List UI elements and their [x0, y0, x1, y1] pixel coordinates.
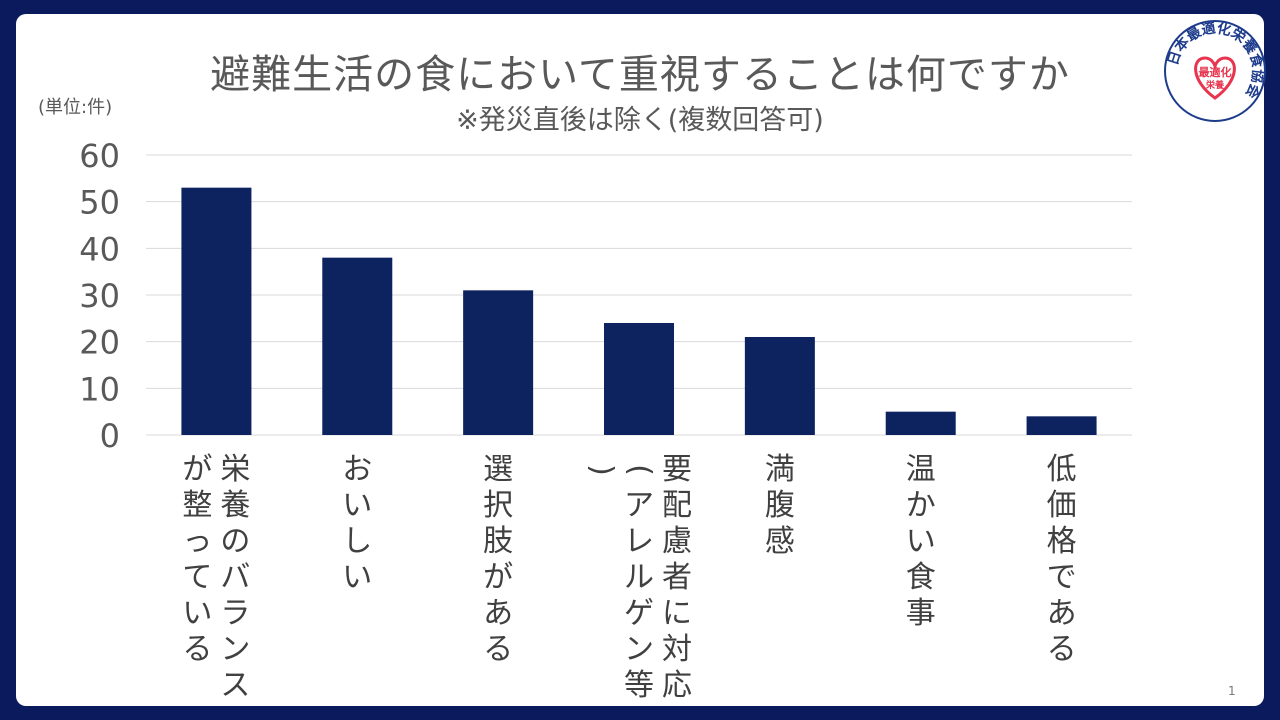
unit-label: (単位:件): [38, 97, 113, 118]
bar: [885, 411, 956, 435]
bar: [181, 187, 252, 435]
bar: [1026, 416, 1097, 435]
y-tick-label: 20: [79, 324, 120, 362]
chart-subtitle: ※発災直後は除く(複数回答可): [456, 105, 824, 136]
page-number: 1: [1228, 684, 1236, 698]
chart-title: 避難生活の食において重視することは何ですか: [210, 52, 1070, 98]
y-tick-label: 50: [79, 184, 120, 222]
bar: [744, 337, 815, 435]
y-tick-label: 10: [79, 370, 120, 408]
category-label: 選択肢がある: [483, 452, 514, 667]
category-label: 満腹感: [764, 452, 795, 559]
category-label: 栄養のバランスが整っている: [182, 452, 251, 703]
y-tick-label: 30: [79, 277, 120, 315]
category-label: 温かい食事: [905, 452, 936, 631]
y-tick-label: 60: [79, 137, 120, 175]
category-label: 低価格である: [1046, 452, 1077, 667]
logo-center-sub: 栄養: [1205, 79, 1225, 91]
association-logo-icon: 日本最適化栄養食協会 最適化 栄養: [1164, 20, 1266, 122]
category-label: 要配慮者に対応(アレルゲン等): [584, 452, 692, 703]
y-tick-label: 0: [100, 417, 120, 455]
category-label: おいしい: [342, 452, 373, 595]
bar: [604, 323, 674, 435]
y-tick-label: 40: [79, 230, 120, 268]
logo-center-text: 最適化: [1199, 65, 1232, 79]
bar: [322, 257, 393, 435]
bar: [463, 290, 534, 435]
